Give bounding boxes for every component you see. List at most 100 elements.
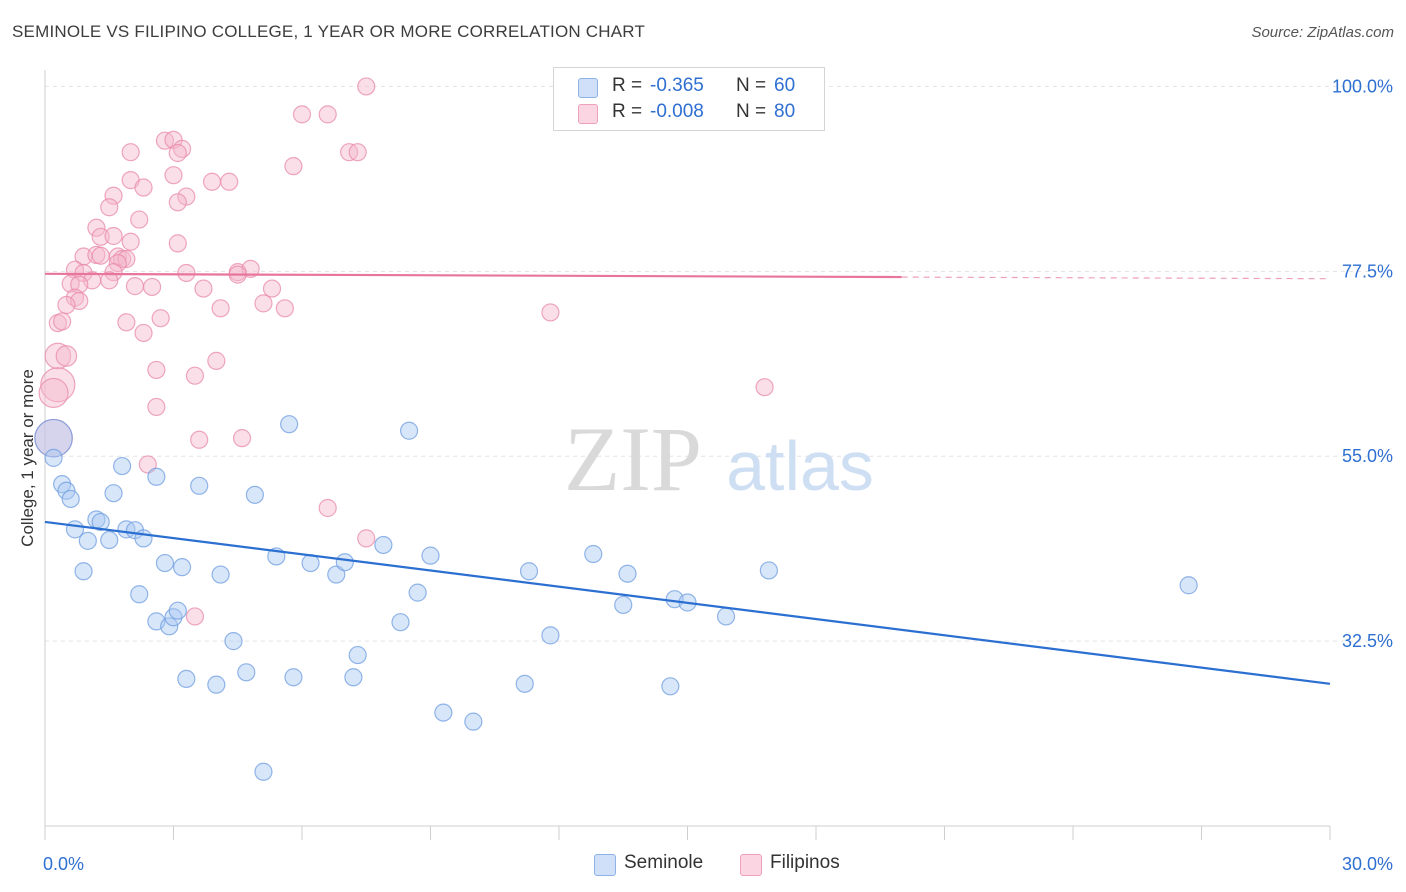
seminole-point [112, 456, 132, 476]
tick-labels: 32.5% 55.0% 77.5% 100.0% 0.0% 30.0% [43, 76, 1393, 874]
seminole-point [237, 663, 256, 682]
seminole-point [284, 668, 303, 687]
legend-n-value: 80 [774, 101, 796, 122]
filipinos-point [211, 299, 230, 318]
filipinos-point [232, 429, 252, 448]
filipinos-point [318, 105, 337, 124]
y-tick-label: 77.5% [1342, 261, 1393, 281]
seminole-point [716, 607, 736, 626]
filipinos-point [284, 157, 303, 176]
filipinos-point [168, 234, 187, 253]
filipinos-point [292, 105, 312, 124]
filipinos-point [38, 377, 69, 408]
filipinos-point [117, 249, 136, 269]
filipinos-point [104, 186, 123, 205]
filipinos-point [100, 271, 119, 290]
seminole-trend-line [44, 520, 1331, 685]
seminole-point [190, 476, 209, 495]
seminole-point [44, 448, 63, 467]
seminole-point [464, 712, 483, 731]
filipinos-point [190, 430, 209, 449]
legend-label-filipinos: Filipinos [770, 852, 840, 873]
seminole-point [224, 632, 243, 651]
seminole-point [584, 544, 603, 564]
seminole-point [374, 535, 393, 555]
watermark-zip: ZIP [564, 408, 702, 510]
filipinos-point [185, 607, 205, 626]
seminole-point [74, 562, 93, 581]
filipinos-point [194, 279, 213, 298]
filipinos-point [121, 232, 140, 251]
seminole-point [434, 703, 453, 722]
legend-r-label: R = [612, 101, 643, 122]
seminole-point [100, 530, 119, 550]
filipinos-point [91, 227, 110, 246]
legend-swatch-filipinos [740, 854, 762, 876]
filipinos-point [207, 351, 226, 370]
y-tick-label: 32.5% [1342, 631, 1393, 651]
legend-r-label: R = [612, 75, 643, 96]
filipinos-point [220, 172, 239, 191]
legend-swatch-filipinos [578, 104, 598, 124]
x-tick-label: 30.0% [1342, 854, 1393, 874]
filipinos-point [44, 342, 72, 370]
filipinos-point [125, 277, 145, 296]
filipinos-point [357, 529, 376, 548]
filipinos-point [40, 367, 76, 403]
filipinos-point [121, 143, 140, 162]
seminole-point [280, 415, 299, 434]
seminole-point [168, 601, 187, 620]
chart-title: SEMINOLE VS FILIPINO COLLEGE, 1 YEAR OR … [12, 22, 646, 41]
legend-n-label: N = [736, 101, 767, 122]
legend-swatch-seminole [594, 854, 616, 876]
source-label: Source: ZipAtlas.com [1251, 24, 1394, 41]
axes [44, 70, 1331, 840]
seminole-point [177, 669, 196, 689]
seminole-point [211, 565, 230, 584]
filipinos-point [168, 143, 187, 163]
seminole-point [207, 675, 226, 694]
filipinos-point [130, 210, 149, 229]
filipinos-point [164, 166, 183, 185]
trend-lines [44, 272, 1331, 685]
filipinos-point [87, 218, 106, 237]
filipinos-point [108, 254, 127, 273]
seminole-point [172, 558, 192, 577]
filipinos-point [55, 345, 78, 367]
seminole-point [34, 418, 73, 458]
seminole-point [134, 529, 153, 548]
filipinos-point [91, 246, 110, 265]
grid-lines [45, 85, 1370, 642]
filipinos-point [104, 226, 123, 246]
seminole-point [245, 485, 264, 504]
seminole-point [1179, 576, 1198, 595]
filipinos-point [202, 172, 222, 191]
seminole-point [335, 553, 354, 572]
seminole-point [78, 531, 97, 550]
filipinos-point [275, 299, 294, 318]
filipinos-point [147, 397, 166, 417]
filipinos-point [117, 313, 136, 332]
seminole-point [618, 564, 637, 583]
legend-r-value: -0.008 [650, 101, 704, 122]
filipinos-point [755, 378, 774, 397]
filipinos-point [57, 295, 76, 315]
filipinos-point [142, 277, 162, 297]
seminole-point [348, 645, 367, 665]
seminole-point [147, 467, 166, 486]
filipinos-point [254, 294, 273, 313]
filipinos-point [53, 312, 72, 331]
y-axis-label: College, 1 year or more [18, 369, 37, 547]
seminole-point [155, 553, 175, 573]
y-tick-label: 55.0% [1342, 446, 1393, 466]
legend-r-value: -0.365 [650, 75, 704, 96]
filipinos-point [185, 366, 205, 385]
seminole-point [519, 562, 539, 581]
filipinos-point [177, 263, 196, 283]
filipinos-point [348, 143, 367, 162]
seminole-point [759, 561, 778, 580]
filipinos-point [147, 360, 166, 380]
filipinos-trend-extension [901, 276, 1331, 280]
stats-legend: R = -0.365 N = 60 R = -0.008 N = 80 [553, 67, 825, 131]
